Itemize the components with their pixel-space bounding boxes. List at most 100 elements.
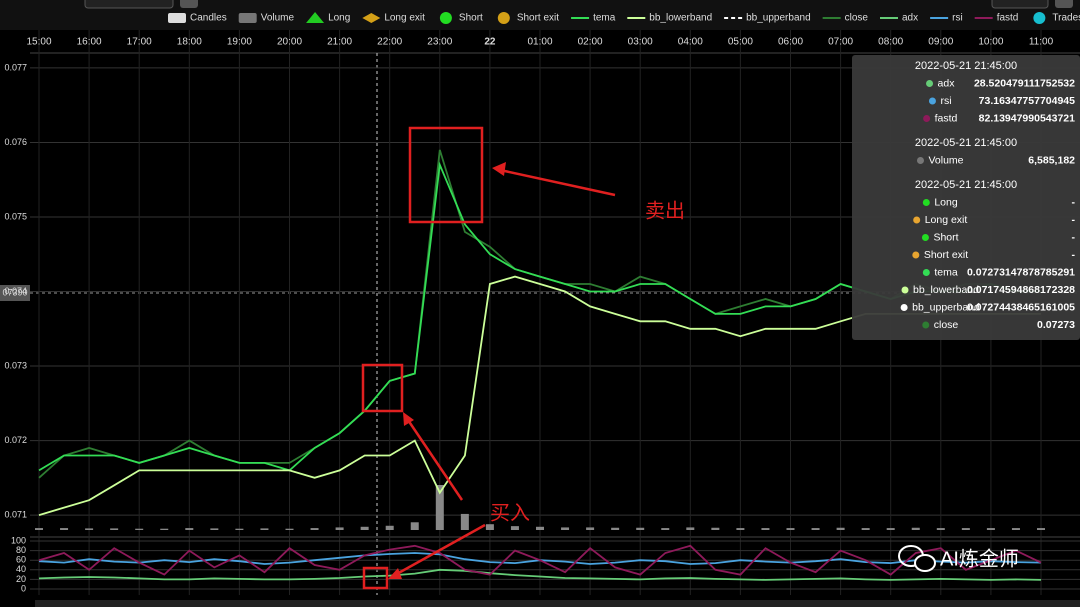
tooltip-value: 82.13947990543721 <box>979 112 1076 124</box>
volume-bar <box>561 527 570 530</box>
tooltip-dot <box>928 97 936 105</box>
tooltip-label: fastd <box>935 112 958 124</box>
tooltip-dot <box>926 80 934 87</box>
range-slider[interactable] <box>35 600 1080 607</box>
volume-bar <box>85 528 94 530</box>
tooltip-value: - <box>1072 196 1076 208</box>
tooltip-dot <box>921 234 929 241</box>
y-tick-label: 100 <box>11 535 26 545</box>
volume-bar <box>611 527 620 530</box>
y-tick-label: 0.071 <box>4 509 27 519</box>
x-tick-label: 22 <box>484 37 496 48</box>
tooltip-label: adx <box>938 77 956 89</box>
y-tick-label: 80 <box>16 545 26 555</box>
legend-label: fastd <box>997 13 1019 24</box>
volume-bar <box>385 525 394 530</box>
volume-bar <box>811 528 820 530</box>
pair-select[interactable] <box>84 0 174 9</box>
tooltip-label: Long exit <box>925 214 968 226</box>
x-tick-label: 03:00 <box>628 37 653 48</box>
crosshair-label-bg <box>0 285 30 301</box>
volume-bar <box>435 485 444 530</box>
legend-label: bb_upperband <box>746 13 811 24</box>
volume-bar <box>836 527 845 530</box>
tooltip-label: close <box>934 319 959 331</box>
volume-bar <box>786 528 795 530</box>
x-tick-label: 08:00 <box>878 37 903 48</box>
x-tick-label: 10:00 <box>978 37 1003 48</box>
sell-label: 卖出 <box>645 199 685 222</box>
legend-label: Volume <box>261 13 295 24</box>
y-tick-label: 20 <box>16 574 26 584</box>
volume-bar <box>1011 528 1020 530</box>
x-tick-label: 15:00 <box>26 37 51 48</box>
volume-bar <box>260 528 269 530</box>
settings-button[interactable] <box>1055 0 1073 8</box>
plot-select[interactable] <box>991 0 1049 9</box>
legend-label: Candles <box>190 13 227 24</box>
volume-bar <box>460 513 469 530</box>
refresh-button[interactable] <box>180 0 198 8</box>
crosshair-label: 07390 <box>2 287 27 297</box>
y-tick-label: 40 <box>16 564 26 574</box>
volume-bar <box>510 526 519 530</box>
legend-label: Short exit <box>517 13 559 24</box>
buy-box-2 <box>362 566 389 590</box>
legend-label: tema <box>593 13 616 24</box>
buy-arrow-head <box>403 412 414 426</box>
x-tick-label: 23:00 <box>427 37 452 48</box>
volume-bar <box>861 528 870 530</box>
y-tick-label: 0.077 <box>4 62 27 72</box>
x-tick-label: 21:00 <box>327 37 352 48</box>
tooltip-label: bb_upperband <box>912 301 980 313</box>
tooltip-value: - <box>1072 214 1076 226</box>
volume-bar <box>686 527 695 530</box>
volume-bar <box>35 528 43 530</box>
tooltip-dot <box>901 286 909 294</box>
tooltip-dot <box>913 216 921 224</box>
sell-arrow-head <box>492 162 506 176</box>
volume-bar <box>485 524 494 530</box>
legend-label: Short <box>459 13 483 24</box>
sell-box <box>408 126 484 224</box>
volume-bar <box>936 528 945 530</box>
legend-swatch <box>1033 12 1046 24</box>
x-tick-label: 09:00 <box>928 37 953 48</box>
tooltip-header: 2022-05-21 21:45:00 <box>915 60 1017 72</box>
x-tick-label: 19:00 <box>227 37 252 48</box>
tooltip-value: 0.07273147878785291 <box>967 266 1075 278</box>
tooltip-value: - <box>1072 249 1076 261</box>
x-tick-label: 06:00 <box>778 37 803 48</box>
y-tick-label: 0.073 <box>4 360 27 370</box>
buy-arrow <box>406 419 464 501</box>
tooltip-label: Short <box>933 231 958 243</box>
tooltip-label: bb_lowerband <box>913 284 979 296</box>
tooltip-label: Volume <box>928 154 963 166</box>
x-tick-label: 05:00 <box>728 37 753 48</box>
tooltip-content: 2022-05-21 21:45:00 adx 28.520479111752532… <box>900 60 1076 331</box>
volume-bar <box>110 528 119 530</box>
tooltip-value: 73.16347757704945 <box>979 95 1076 107</box>
legend-label: bb_lowerband <box>649 13 712 24</box>
tooltip-dot <box>922 321 930 329</box>
x-tick-label: 04:00 <box>678 37 703 48</box>
buy-arrow-2 <box>394 523 486 577</box>
tooltip-dot <box>912 251 920 259</box>
legend-label: Long <box>328 13 350 24</box>
legend-label: close <box>845 13 869 24</box>
legend-label: rsi <box>952 13 963 24</box>
watermark: AI炼金师 <box>940 547 1019 570</box>
buy-box <box>361 363 404 413</box>
y-tick-label: 0.074 <box>4 286 27 296</box>
buy-arrow-2-head <box>388 568 402 579</box>
volume-bar <box>736 528 745 530</box>
legend-label: adx <box>902 13 918 24</box>
volume-bar <box>210 528 219 530</box>
tooltip-value: 28.520479111752532 <box>974 77 1075 89</box>
sell-arrow <box>499 168 616 197</box>
tooltip-value: 0.07274438465161005 <box>967 301 1075 313</box>
y-tick-label: 0 <box>21 583 26 593</box>
tooltip-header: 2022-05-21 21:45:00 <box>915 137 1017 149</box>
volume-bar <box>60 528 69 530</box>
